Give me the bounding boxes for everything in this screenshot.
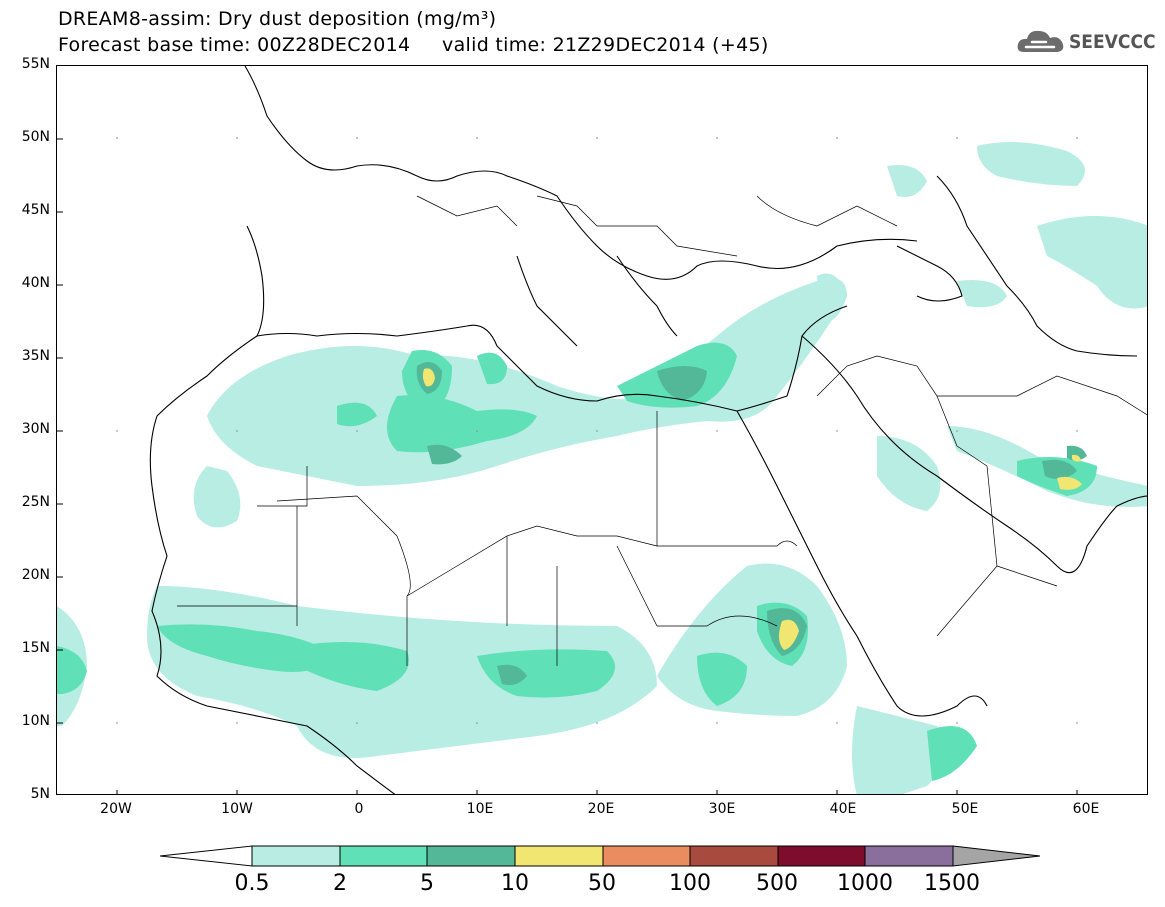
colorbar-under-arrow: [160, 845, 253, 867]
colorbar-swatch: [426, 845, 516, 867]
dust-deposition-map: [57, 66, 1147, 794]
graticule: [116, 137, 1078, 724]
axis-ticks: [57, 138, 1078, 794]
cloud-icon: [1017, 30, 1064, 52]
colorbar-label: 5: [420, 871, 434, 896]
lon-label: 50E: [951, 801, 979, 817]
colorbar-swatch: [602, 845, 691, 867]
lon-label: 20W: [100, 801, 132, 817]
colorbar-swatch: [514, 845, 604, 867]
seevccc-logo: SEEVCCC: [1016, 26, 1156, 58]
lat-label: 20N: [21, 567, 50, 583]
lat-label: 40N: [21, 275, 50, 291]
lon-label: 0: [354, 801, 364, 817]
lat-label: 45N: [21, 202, 50, 218]
colorbar-swatch: [864, 845, 954, 867]
lat-label: 50N: [21, 129, 50, 145]
dust-field-high: [422, 368, 1082, 650]
lon-label: 20E: [587, 801, 615, 817]
colorbar-label: 50: [588, 871, 616, 896]
country-borders: [177, 195, 1147, 666]
lon-label: 10W: [221, 801, 253, 817]
colorbar-label: 0.5: [234, 871, 270, 896]
map-plot-area: [56, 65, 1148, 795]
colorbar-label: 1000: [837, 871, 893, 896]
lon-label: 30E: [708, 801, 736, 817]
dust-field-light: [57, 142, 1147, 794]
colorbar-label: 2: [333, 871, 347, 896]
colorbar-label: 500: [756, 871, 798, 896]
lon-label: 40E: [829, 801, 857, 817]
lat-label: 55N: [21, 56, 50, 72]
colorbar: [160, 845, 1041, 867]
colorbar-swatch: [777, 845, 866, 867]
coastlines: [149, 66, 1147, 794]
lat-label: 30N: [21, 421, 50, 437]
colorbar-swatch: [251, 845, 341, 867]
lon-label: 10E: [466, 801, 494, 817]
lat-label: 10N: [21, 713, 50, 729]
colorbar-label: 100: [669, 871, 711, 896]
colorbar-swatch: [689, 845, 779, 867]
chart-title: DREAM8-assim: Dry dust deposition (mg/m³…: [58, 8, 497, 30]
colorbar-label: 10: [501, 871, 529, 896]
lat-label: 15N: [21, 640, 50, 656]
colorbar-swatch: [339, 845, 428, 867]
lat-label: 25N: [21, 494, 50, 510]
lat-label: 35N: [21, 348, 50, 364]
colorbar-label: 1500: [924, 871, 980, 896]
logo-text: SEEVCCC: [1069, 31, 1156, 53]
lat-label: 5N: [30, 786, 50, 802]
forecast-time-info: Forecast base time: 00Z28DEC2014 valid t…: [58, 34, 769, 56]
colorbar-over-arrow: [952, 845, 1041, 867]
lon-label: 60E: [1072, 801, 1100, 817]
